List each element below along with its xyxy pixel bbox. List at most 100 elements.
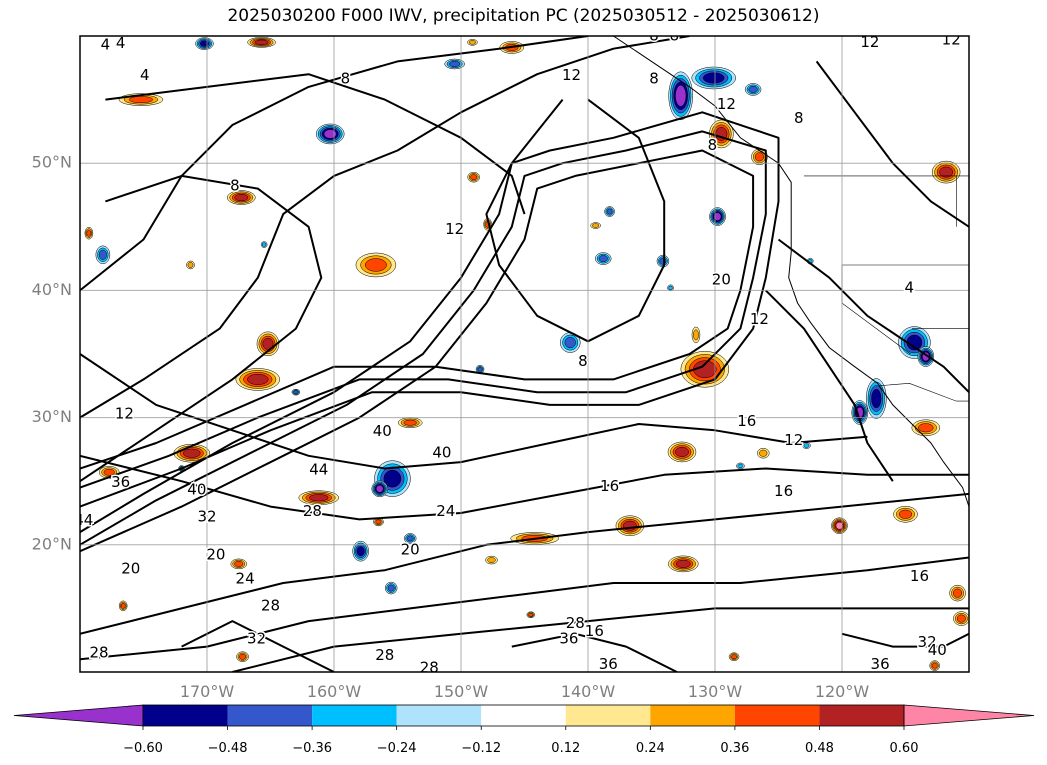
longitude-tick-label: 140°W bbox=[561, 682, 616, 701]
precip-level-ring bbox=[487, 557, 496, 563]
colorbar-swatch bbox=[481, 705, 566, 726]
precip-negative-patch bbox=[315, 123, 345, 145]
iwv-contour-label: 8 bbox=[230, 177, 240, 195]
precip-level-ring bbox=[956, 614, 966, 623]
iwv-contour-label: 12 bbox=[562, 66, 581, 84]
precip-negative-patch bbox=[352, 540, 369, 562]
precip-level-ring bbox=[406, 535, 414, 542]
precip-level-ring bbox=[356, 546, 365, 557]
colorbar-swatch bbox=[565, 705, 651, 726]
precip-negative-patch bbox=[744, 83, 762, 96]
precip-level-ring bbox=[182, 448, 201, 458]
precip-positive-patch bbox=[667, 441, 697, 463]
colorbar-swatch bbox=[819, 705, 904, 726]
precip-level-ring bbox=[668, 285, 673, 291]
precip-level-ring bbox=[323, 129, 337, 139]
colorbar-swatch bbox=[734, 705, 820, 726]
iwv-contour-label: 16 bbox=[910, 567, 929, 585]
iwv-contour-label: 12 bbox=[717, 95, 736, 113]
precip-negative-patch bbox=[604, 206, 615, 217]
precip-level-ring bbox=[187, 262, 194, 268]
precip-level-ring bbox=[759, 449, 768, 457]
precip-level-ring bbox=[449, 61, 461, 67]
iwv-contour-label: 28 bbox=[303, 502, 322, 520]
iwv-contour-label: 12 bbox=[860, 33, 879, 51]
colorbar-swatch bbox=[396, 705, 482, 726]
iwv-contour-label: 12 bbox=[784, 431, 803, 449]
precip-positive-patch bbox=[84, 226, 94, 240]
precip-positive-patch bbox=[298, 490, 340, 505]
iwv-contour bbox=[80, 111, 780, 533]
latitude-tick-label: 50°N bbox=[32, 153, 72, 172]
iwv-contour-label: 16 bbox=[585, 622, 604, 640]
precip-level-ring bbox=[918, 423, 934, 433]
iwv-contour-label: 16 bbox=[737, 412, 756, 430]
precip-positive-patch bbox=[186, 260, 195, 270]
colorbar-tick-label: −0.60 bbox=[123, 741, 163, 756]
colorbar-tick-label: −0.36 bbox=[292, 741, 332, 756]
colorbar-swatch bbox=[227, 705, 313, 726]
state-border bbox=[878, 382, 969, 402]
precip-positive-patch bbox=[668, 555, 699, 573]
iwv-contour-label: 16 bbox=[600, 477, 619, 495]
precip-level-ring bbox=[675, 84, 687, 107]
iwv-contour-label: 24 bbox=[236, 570, 255, 588]
precip-negative-patch bbox=[866, 378, 887, 419]
iwv-contour-label: 12 bbox=[942, 30, 961, 48]
iwv-contour-label: 8 bbox=[794, 109, 804, 127]
iwv-contour-label: 8 bbox=[670, 27, 680, 45]
precip-level-ring bbox=[748, 85, 758, 93]
precip-level-ring bbox=[564, 336, 576, 349]
precip-negative-patch bbox=[475, 365, 485, 374]
precip-level-ring bbox=[731, 654, 737, 660]
precip-level-ring bbox=[403, 419, 417, 426]
precip-negative-patch bbox=[691, 66, 736, 90]
iwv-contour-label: 12 bbox=[115, 404, 134, 422]
precip-negative-patch bbox=[291, 388, 301, 396]
longitude-tick-label: 160°W bbox=[307, 682, 362, 701]
iwv-contour-label: 4 bbox=[116, 34, 126, 52]
precip-negative-patch bbox=[667, 284, 674, 292]
precip-level-ring bbox=[293, 390, 299, 395]
colorbar-tick-label: 0.24 bbox=[636, 741, 665, 756]
precip-negative-patch bbox=[917, 346, 935, 367]
iwv-contour bbox=[80, 149, 755, 553]
colorbar-tick-label: 0.12 bbox=[551, 741, 580, 756]
precip-negative-patch bbox=[384, 581, 398, 595]
precip-level-ring bbox=[931, 662, 938, 669]
longitude-tick-label: 150°W bbox=[434, 682, 489, 701]
precip-negative-patch bbox=[95, 245, 111, 265]
precip-level-ring bbox=[693, 329, 699, 341]
precip-level-ring bbox=[468, 40, 476, 45]
iwv-contour-label: 40 bbox=[187, 481, 206, 499]
colorbar-tick-label: 0.36 bbox=[720, 741, 749, 756]
precip-level-ring bbox=[871, 388, 882, 409]
precip-positive-patch bbox=[235, 368, 281, 391]
iwv-contour-label: 28 bbox=[261, 596, 280, 614]
precip-positive-patch bbox=[831, 517, 848, 534]
iwv-contour-label: 44 bbox=[309, 460, 328, 478]
precip-level-ring bbox=[835, 521, 844, 530]
precip-level-ring bbox=[128, 96, 153, 104]
precip-level-ring bbox=[803, 443, 810, 448]
iwv-contour-label: 20 bbox=[712, 271, 731, 289]
precip-level-ring bbox=[98, 249, 107, 260]
precip-level-ring bbox=[754, 152, 764, 162]
precip-negative-patch bbox=[802, 442, 811, 449]
iwv-contour-label: 8 bbox=[649, 70, 659, 88]
colorbar-max-extend bbox=[903, 704, 1035, 727]
precip-negative-patch bbox=[260, 241, 268, 248]
iwv-contour-label: 28 bbox=[420, 659, 439, 677]
precip-level-ring bbox=[387, 584, 395, 592]
iwv-contour-label: 44 bbox=[74, 511, 93, 529]
colorbar bbox=[13, 704, 1035, 727]
precip-negative-patch bbox=[736, 462, 745, 470]
colorbar-tick-label: −0.12 bbox=[461, 741, 501, 756]
precip-level-ring bbox=[703, 72, 725, 84]
iwv-contour-label: 32 bbox=[918, 633, 937, 651]
precip-positive-patch bbox=[931, 160, 961, 184]
iwv-contour bbox=[777, 238, 969, 393]
precip-negative-patch bbox=[403, 533, 417, 544]
